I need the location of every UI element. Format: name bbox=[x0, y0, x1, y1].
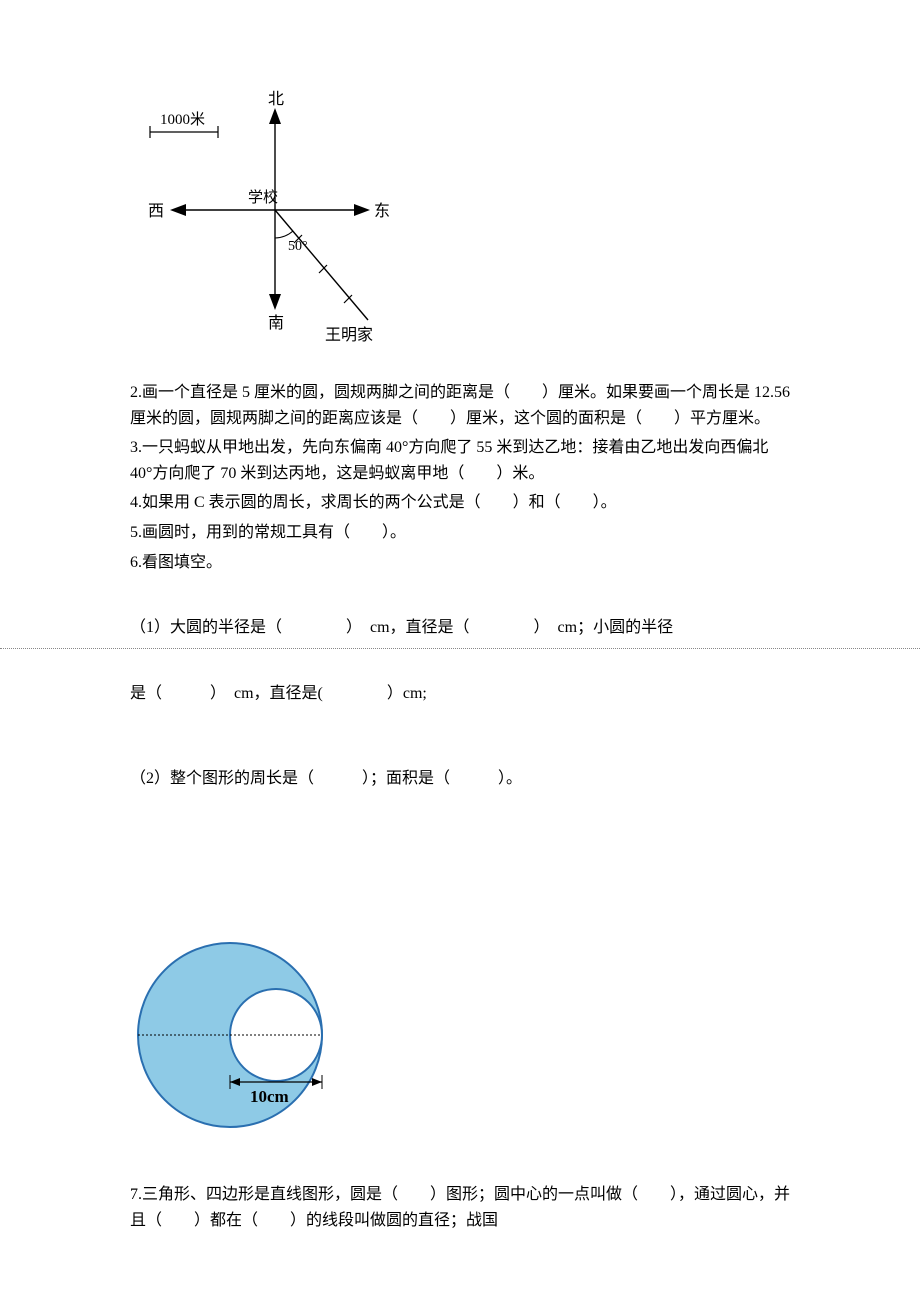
question-6-intro: 6.看图填空。 bbox=[130, 550, 790, 576]
question-5: 5.画圆时，用到的常规工具有（ ）。 bbox=[130, 520, 790, 546]
question-6-part1b: 是（ ） cm，直径是( ）cm; bbox=[130, 681, 790, 707]
question-4: 4.如果用 C 表示圆的周长，求周长的两个公式是（ ）和（ ）。 bbox=[130, 490, 790, 516]
compass-diagram: 1000米 北 南 西 东 学校 bbox=[130, 90, 390, 350]
question-7: 7.三角形、四边形是直线图形，圆是（ ）图形；圆中心的一点叫做（ ），通过圆心，… bbox=[130, 1182, 790, 1233]
angle-label: 50° bbox=[288, 239, 308, 254]
dimension-label: 10cm bbox=[250, 1087, 289, 1106]
question-6-part1: （1）大圆的半径是（ ） cm，直径是（ ） cm；小圆的半径 bbox=[130, 615, 790, 641]
person-label: 王明家 bbox=[325, 326, 373, 344]
angle-arc bbox=[275, 231, 293, 238]
west-label: 西 bbox=[148, 203, 164, 220]
south-label: 南 bbox=[268, 314, 284, 332]
crescent-diagram: 10cm bbox=[130, 932, 360, 1132]
question-3: 3.一只蚂蚁从甲地出发，先向东偏南 40°方向爬了 55 米到达乙地：接着由乙地… bbox=[130, 435, 790, 486]
direction-line bbox=[275, 210, 368, 320]
scale-bar: 1000米 bbox=[150, 111, 218, 138]
question-2: 2.画一个直径是 5 厘米的圆，圆规两脚之间的距离是（ ）厘米。如果要画一个周长… bbox=[130, 380, 790, 431]
center-label: 学校 bbox=[248, 189, 278, 206]
scale-label: 1000米 bbox=[160, 111, 205, 128]
east-label: 东 bbox=[374, 202, 390, 220]
page-divider bbox=[0, 648, 920, 649]
question-6-part2: （2）整个图形的周长是（ ）；面积是（ ）。 bbox=[130, 766, 790, 792]
north-label: 北 bbox=[268, 90, 284, 108]
